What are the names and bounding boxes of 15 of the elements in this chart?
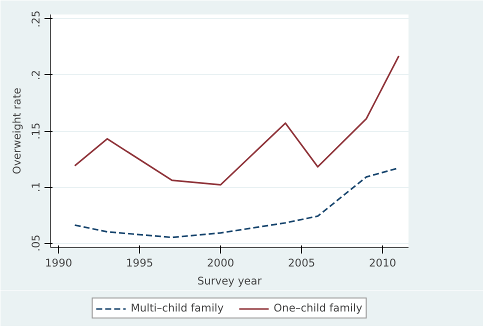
y-tick-label: .05 (30, 234, 42, 252)
legend-label: Multi–child family (130, 302, 224, 314)
line-series (74, 55, 400, 186)
y-tick-label: .2 (30, 70, 42, 80)
x-tick-label: 1995 (126, 256, 154, 270)
x-tick-label: 2005 (288, 256, 316, 270)
x-axis-title: Survey year (197, 274, 262, 288)
x-tick-label: 1990 (45, 256, 72, 270)
y-tick-label: .25 (30, 10, 42, 28)
y-tick-label: .1 (30, 182, 42, 192)
legend-label: One–child family (274, 302, 362, 314)
y-axis-title: Overweight rate (10, 88, 24, 174)
y-tick-label: .15 (30, 122, 42, 140)
x-tick-label: 2000 (207, 256, 234, 270)
x-tick-label: 2010 (369, 256, 396, 270)
